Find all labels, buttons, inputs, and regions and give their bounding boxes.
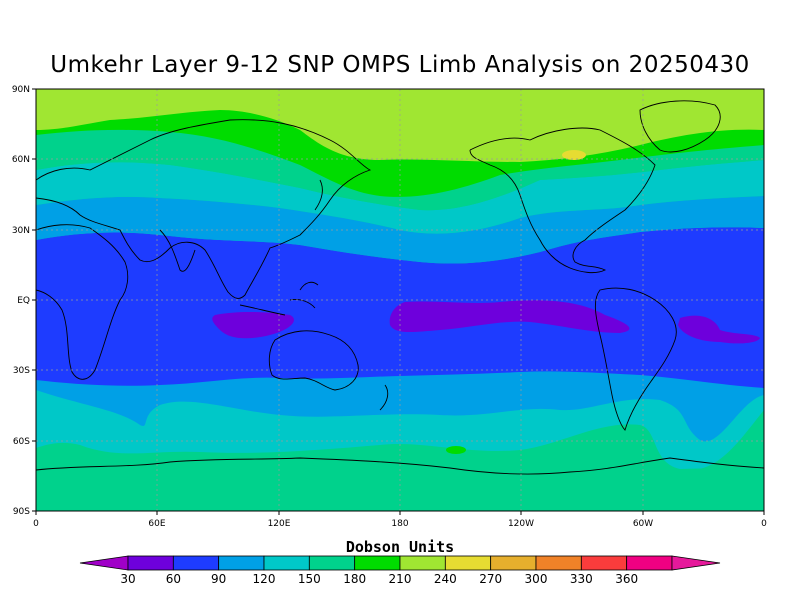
colorbar-swatch — [172, 555, 220, 571]
colorbar-swatch — [444, 555, 492, 571]
tropic-min-east — [678, 315, 760, 344]
hotspot — [562, 150, 586, 160]
coast-south-america — [594, 287, 677, 431]
coast-greenland — [639, 100, 721, 153]
lat-label: 60N — [12, 155, 30, 165]
lat-label: 30S — [13, 366, 30, 376]
colorbar-value: 150 — [298, 572, 321, 586]
tick-marks — [32, 88, 765, 515]
tropic-min-central — [389, 300, 630, 333]
colorbar-value: 90 — [211, 572, 226, 586]
colorbar-swatch — [308, 555, 356, 571]
coast-africa — [36, 224, 129, 380]
colorbar-swatch — [535, 555, 582, 571]
colorbar-swatch — [626, 555, 673, 571]
colorbar-swatch — [263, 555, 310, 571]
lon-labels: 0 60E 120E 180 120W 60W 0 — [33, 519, 767, 529]
map-title: Umkehr Layer 9-12 SNP OMPS Limb Analysis… — [50, 52, 750, 78]
colorbar-value: 180 — [343, 572, 366, 586]
colorbar-swatch — [218, 555, 265, 571]
lat-label: EQ — [17, 296, 30, 306]
coast-japan — [314, 179, 323, 211]
colorbar: 30 60 90 120 150 180 210 240 270 300 330 360 — [79, 555, 721, 586]
lat-label: 90S — [13, 507, 30, 517]
graticule — [36, 89, 764, 511]
colorbar-swatch — [580, 555, 628, 571]
south-green-patch — [446, 446, 466, 454]
lon-label: 120E — [268, 519, 291, 529]
lat-label: 30N — [12, 226, 30, 236]
colorbar-value: 330 — [570, 572, 593, 586]
band-north-mid — [36, 129, 764, 211]
coast-eurasia — [36, 119, 372, 299]
colorbar-high-arrow — [671, 555, 721, 571]
lat-label: 60S — [13, 437, 30, 447]
tropic-min-west — [212, 311, 294, 339]
colorbar-swatch — [127, 555, 174, 571]
antarctic-band — [570, 468, 764, 511]
lon-label: 60E — [148, 519, 165, 529]
lon-label: 120W — [508, 519, 534, 529]
lon-label: 0 — [761, 519, 767, 529]
colorbar-value: 300 — [525, 572, 548, 586]
coast-australia — [268, 330, 359, 391]
colorbar-value: 30 — [120, 572, 135, 586]
band-north-sub — [36, 160, 764, 234]
colorbar-value: 120 — [253, 572, 276, 586]
colorbar-value: 60 — [166, 572, 181, 586]
lat-labels: 90N 60N 30N EQ 30S 60S 90S — [12, 85, 30, 517]
coast-india — [159, 229, 196, 272]
lat-label: 90N — [12, 85, 30, 95]
coast-north-america — [469, 127, 656, 274]
colorbar-swatch — [354, 555, 401, 571]
colorbar-title: Dobson Units — [346, 538, 454, 556]
colorbar-value: 270 — [479, 572, 502, 586]
coast-antarctica — [36, 457, 764, 475]
colorbar-swatch — [490, 555, 537, 571]
colorbar-value: 240 — [434, 572, 457, 586]
coast-nz — [379, 384, 389, 411]
colorbar-low-arrow — [79, 555, 129, 571]
colorbar-value: 210 — [389, 572, 412, 586]
lon-label: 180 — [391, 519, 408, 529]
band-north-low — [36, 196, 764, 264]
lon-label: 0 — [33, 519, 39, 529]
coastlines — [36, 100, 764, 475]
lon-label: 60W — [633, 519, 653, 529]
colorbar-swatch — [399, 555, 446, 571]
colorbar-value: 360 — [615, 572, 638, 586]
